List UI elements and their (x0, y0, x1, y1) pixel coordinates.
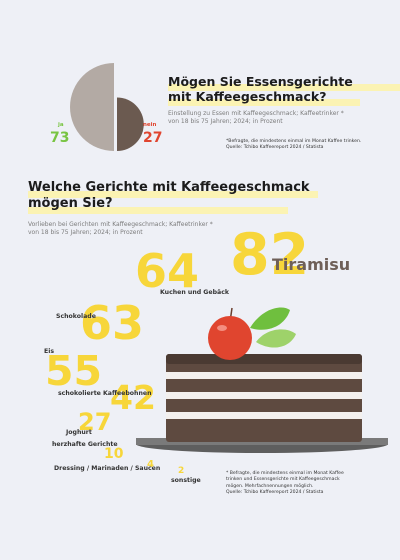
title-highlight (28, 207, 288, 214)
category-label: Eis (44, 348, 55, 355)
title-highlight (168, 84, 400, 91)
pie-value-nein: 27 (143, 130, 163, 146)
category-label: Dressing / Marinaden / Saucen (54, 465, 161, 472)
value-label: 63 (80, 296, 145, 350)
title-highlight (168, 99, 360, 106)
category-label: Joghurt (66, 429, 92, 436)
value-label: 64 (135, 244, 200, 298)
pie-title: Mögen Sie Essensgerichte mit Kaffeegesch… (168, 74, 353, 105)
cake-cream-layer (166, 372, 362, 379)
title-highlight (28, 191, 318, 198)
category-label: Kuchen und Gebäck (160, 289, 229, 296)
pie-footnote: *Befragte, die mindestens einmal im Mona… (226, 139, 362, 151)
cake-cream-layer (166, 412, 362, 419)
category-label: herzhafte Gerichte (52, 441, 118, 448)
pie-subtitle: Einstellung zu Essen mit Kaffeegeschmack… (168, 110, 344, 126)
category-label: schokolierte Kaffeebohnen (58, 390, 152, 397)
dishes-title: Welche Gerichte mit Kaffeegeschmack möge… (28, 180, 310, 211)
pie-chart (70, 63, 144, 151)
cake-top (166, 354, 362, 364)
pie-slice-ja (70, 63, 114, 151)
leaf-icon (256, 329, 296, 348)
pie-label-nein: nein (143, 122, 157, 128)
cake-illustration (136, 307, 388, 453)
pie-value-ja: 73 (50, 130, 70, 146)
category-label: Schokolade (56, 313, 96, 320)
category-label: Tiramisu (272, 255, 351, 274)
cake-cream-layer (166, 392, 362, 399)
category-label: sonstige (171, 477, 201, 484)
value-label: 4 (147, 459, 154, 470)
pie-label-ja: ja (58, 122, 64, 128)
value-label: 10 (104, 446, 124, 462)
value-label: 42 (110, 378, 156, 417)
dishes-subtitle: Vorlieben bei Gerichten mit Kaffeegeschm… (28, 221, 213, 237)
cherry-icon (208, 316, 252, 360)
leaf-icon (250, 307, 290, 330)
pie-slice-nein (117, 97, 144, 151)
value-label: 2 (178, 466, 185, 476)
value-label: 55 (45, 347, 103, 395)
value-label: 82 (230, 222, 310, 288)
dishes-footnote: * Befragte, die mindestens einmal im Mon… (226, 471, 344, 495)
cherry-highlight (217, 325, 227, 331)
value-label: 27 (78, 408, 112, 436)
